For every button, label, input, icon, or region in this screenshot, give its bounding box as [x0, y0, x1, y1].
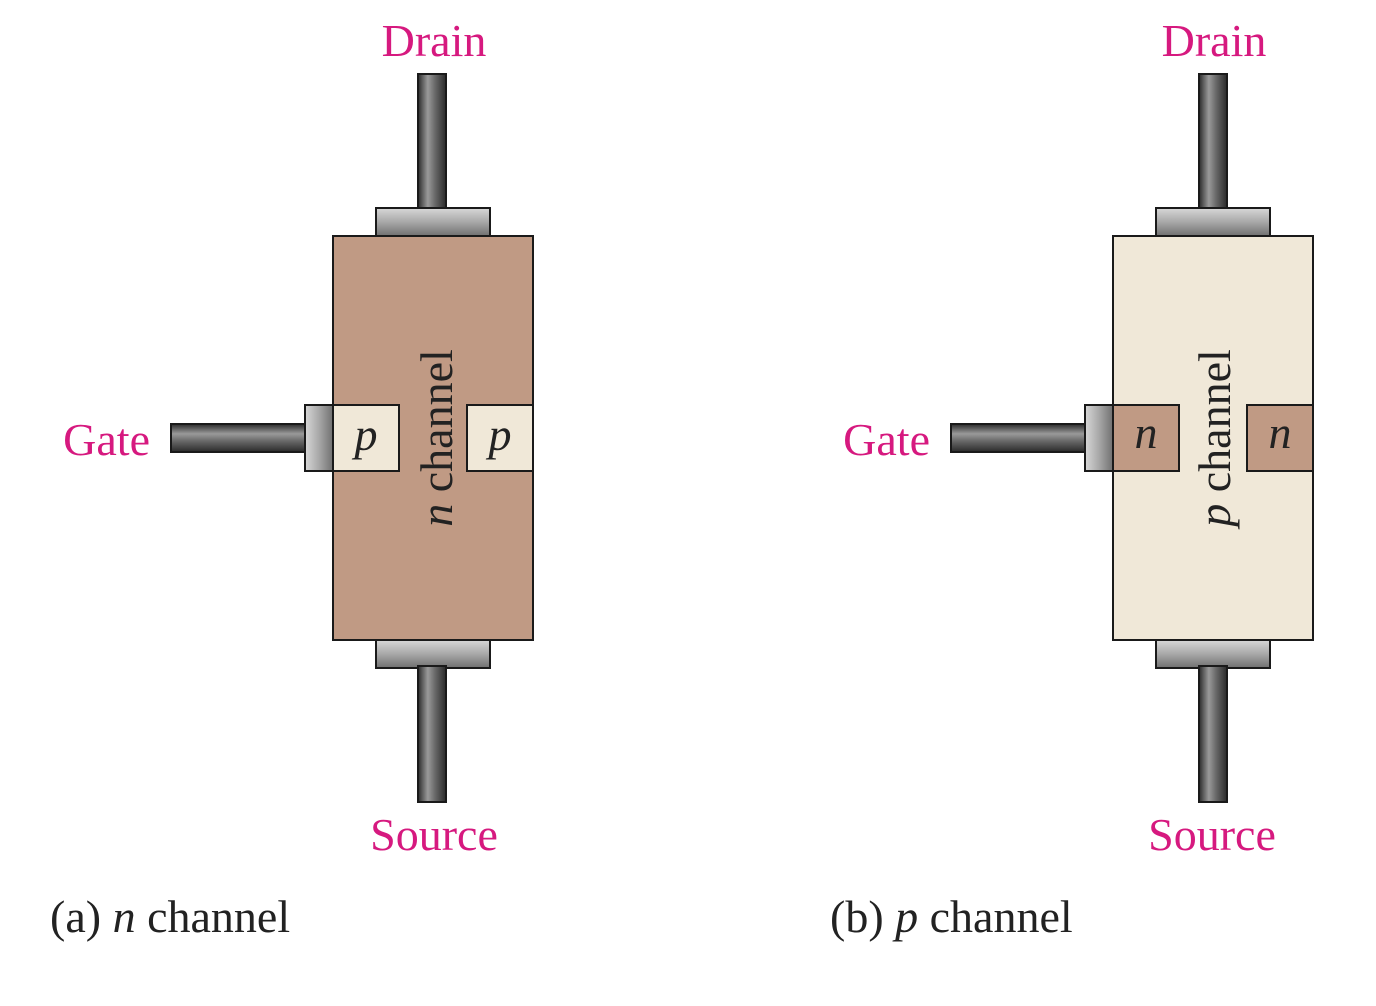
gate-region-left-label: p [352, 409, 378, 460]
source-lead [417, 665, 447, 803]
gate-contact-pad [1084, 404, 1114, 472]
channel-label-var: n [411, 504, 462, 527]
caption-prefix: (a) [50, 891, 113, 942]
caption-var: n [113, 891, 136, 942]
gate-region-left [332, 404, 400, 472]
source-label: Source [370, 809, 498, 860]
caption-word: channel [136, 891, 291, 942]
gate-lead [950, 423, 1089, 453]
source-contact-pad [375, 639, 491, 669]
caption-prefix: (b) [830, 891, 895, 942]
source-contact-pad [1155, 639, 1271, 669]
jfet-n-channel: Drain p p n channel Gate Source (a) n ch… [50, 15, 534, 942]
channel-label-word: channel [411, 349, 462, 504]
gate-region-right [1246, 404, 1314, 472]
channel-label-var: p [1189, 504, 1240, 530]
gate-label: Gate [63, 414, 150, 465]
caption-word: channel [918, 891, 1073, 942]
gate-region-right-label: p [486, 409, 512, 460]
caption: (b) p channel [830, 891, 1073, 942]
drain-contact-pad [1155, 207, 1271, 237]
drain-contact-pad [375, 207, 491, 237]
gate-region-right [466, 404, 534, 472]
drain-lead [1198, 73, 1228, 213]
gate-region-right-label: n [1269, 407, 1292, 458]
drain-label: Drain [1162, 15, 1267, 66]
source-label: Source [1148, 809, 1276, 860]
gate-region-left [1112, 404, 1180, 472]
source-lead [1198, 665, 1228, 803]
caption-var: p [892, 891, 918, 942]
gate-lead [170, 423, 309, 453]
channel-label: p channel [1189, 349, 1240, 530]
gate-region-left-label: n [1135, 407, 1158, 458]
gate-label: Gate [843, 414, 930, 465]
drain-label: Drain [382, 15, 487, 66]
channel-label-word: channel [1189, 349, 1240, 504]
channel-label: n channel [411, 349, 462, 527]
gate-contact-pad [304, 404, 334, 472]
drain-lead [417, 73, 447, 213]
jfet-p-channel: Drain n n p channel Gate Source (b) p ch… [830, 15, 1314, 942]
caption: (a) n channel [50, 891, 290, 942]
